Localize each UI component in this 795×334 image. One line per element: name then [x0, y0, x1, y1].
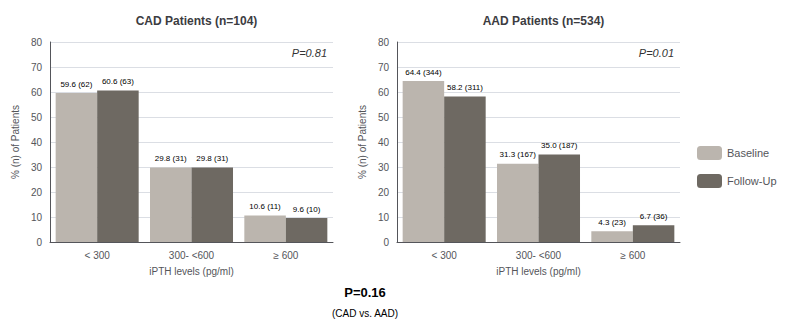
svg-text:20: 20 [378, 187, 390, 198]
svg-text:iPTH levels (pg/ml): iPTH levels (pg/ml) [149, 266, 233, 277]
svg-text:50: 50 [378, 112, 390, 123]
svg-text:Baseline: Baseline [727, 147, 769, 159]
svg-text:60.6 (63): 60.6 (63) [102, 77, 134, 86]
svg-text:40: 40 [378, 137, 390, 148]
svg-text:20: 20 [31, 187, 43, 198]
svg-text:31.3 (167): 31.3 (167) [500, 150, 537, 159]
svg-text:0: 0 [36, 237, 42, 248]
svg-text:P=0.81: P=0.81 [292, 47, 327, 59]
svg-text:P=0.01: P=0.01 [639, 47, 674, 59]
svg-text:4.3 (23): 4.3 (23) [598, 218, 626, 227]
svg-text:30: 30 [378, 162, 390, 173]
svg-text:29.8 (31): 29.8 (31) [155, 154, 187, 163]
svg-text:80: 80 [378, 37, 390, 48]
svg-text:< 300: < 300 [432, 250, 458, 261]
svg-text:0: 0 [383, 237, 389, 248]
svg-text:80: 80 [31, 37, 43, 48]
svg-text:% (n) of Patients: % (n) of Patients [357, 105, 368, 179]
svg-text:70: 70 [378, 62, 390, 73]
svg-text:40: 40 [31, 137, 43, 148]
svg-text:60: 60 [378, 87, 390, 98]
svg-text:10: 10 [378, 212, 390, 223]
svg-text:iPTH levels (pg/ml): iPTH levels (pg/ml) [496, 266, 580, 277]
svg-text:% (n) of Patients: % (n) of Patients [10, 105, 21, 179]
svg-text:300- <600: 300- <600 [516, 250, 562, 261]
svg-text:(CAD vs. AAD): (CAD vs. AAD) [332, 308, 398, 319]
svg-text:CAD Patients (n=104): CAD Patients (n=104) [136, 14, 258, 28]
svg-text:≥ 600: ≥ 600 [620, 250, 645, 261]
svg-text:60: 60 [31, 87, 43, 98]
svg-text:P=0.16: P=0.16 [344, 285, 386, 300]
svg-text:10: 10 [31, 212, 43, 223]
svg-text:70: 70 [31, 62, 43, 73]
svg-text:35.0 (187): 35.0 (187) [541, 141, 578, 150]
svg-text:300- <600: 300- <600 [169, 250, 215, 261]
svg-text:50: 50 [31, 112, 43, 123]
svg-text:30: 30 [31, 162, 43, 173]
svg-text:6.7 (36): 6.7 (36) [640, 212, 668, 221]
svg-text:≥ 600: ≥ 600 [273, 250, 298, 261]
svg-text:10.6 (11): 10.6 (11) [249, 202, 281, 211]
svg-text:9.6 (10): 9.6 (10) [293, 205, 321, 214]
svg-text:59.6 (62): 59.6 (62) [60, 80, 92, 89]
svg-text:29.8 (31): 29.8 (31) [196, 154, 228, 163]
svg-text:58.2 (311): 58.2 (311) [447, 83, 483, 92]
svg-text:AAD Patients (n=534): AAD Patients (n=534) [483, 14, 605, 28]
svg-text:Follow-Up: Follow-Up [727, 175, 777, 187]
svg-text:< 300: < 300 [85, 250, 111, 261]
svg-text:64.4 (344): 64.4 (344) [405, 68, 442, 77]
